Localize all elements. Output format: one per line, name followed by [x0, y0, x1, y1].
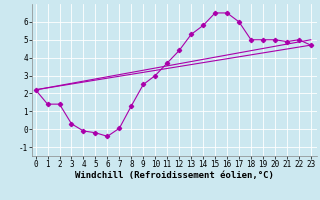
X-axis label: Windchill (Refroidissement éolien,°C): Windchill (Refroidissement éolien,°C) — [75, 171, 274, 180]
